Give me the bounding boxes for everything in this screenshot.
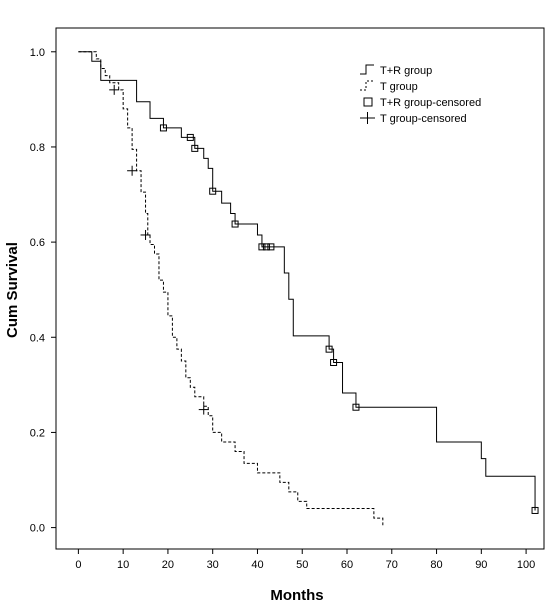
censor-square-mark [262,243,270,251]
x-tick-label: 100 [517,559,535,571]
censor-square-mark [159,124,167,132]
censor-square-mark [258,243,266,251]
censor-square-mark [231,220,239,228]
censor-square-mark [352,403,360,411]
series-line-tr-group [78,51,536,511]
censor-plus-mark [198,404,209,415]
x-axis-title: Months [270,587,323,604]
y-tick-label: 0.2 [30,427,45,439]
y-tick-label: 0.4 [30,332,45,344]
y-tick-label: 1.0 [30,47,45,59]
censor-square-mark [191,144,199,152]
series-line-t-group [78,51,384,526]
legend-symbol-dashed-step [360,80,374,91]
censor-square-mark [325,345,333,353]
legend-item: T group-censored [360,112,467,125]
censor-square-mark [531,506,539,514]
censor-square-mark [267,243,275,251]
censor-square-mark [209,187,217,195]
x-tick-label: 0 [75,559,81,571]
legend-item: T+R group [360,64,432,77]
legend-item: T group [360,80,418,93]
legend: T+R group T group T+R group-censored T grou… [360,64,481,125]
y-tick-label: 0.0 [30,523,45,535]
x-tick-label: 90 [475,559,487,571]
legend-label: T+R group-censored [380,97,481,109]
y-axis-title: Cum Survival [4,242,21,338]
x-tick-label: 40 [251,559,263,571]
x-tick-label: 50 [296,559,308,571]
legend-label: T group-censored [380,113,467,125]
plot-frame [55,27,545,550]
x-tick-label: 60 [341,559,353,571]
x-tick-label: 10 [117,559,129,571]
censor-plus-mark [109,84,120,95]
legend-label: T+R group [380,65,432,77]
x-tick-label: 70 [386,559,398,571]
y-axis: 0.0 0.2 0.4 0.6 0.8 1.0 [30,47,56,535]
legend-symbol-solid-step [360,64,374,75]
censor-square-mark [330,358,338,366]
legend-item: T+R group-censored [363,97,481,109]
x-tick-label: 20 [162,559,174,571]
y-tick-label: 0.8 [30,142,45,154]
x-axis: 0 10 20 30 40 50 60 70 80 90 100 [75,549,535,571]
series-layer [78,51,539,526]
censor-square-mark [186,133,194,141]
censor-plus-mark [127,165,138,176]
y-tick-label: 0.6 [30,237,45,249]
x-tick-label: 80 [430,559,442,571]
x-tick-label: 30 [207,559,219,571]
legend-label: T group [380,81,418,93]
legend-symbol-square [363,97,373,107]
censor-plus-mark [140,229,151,240]
